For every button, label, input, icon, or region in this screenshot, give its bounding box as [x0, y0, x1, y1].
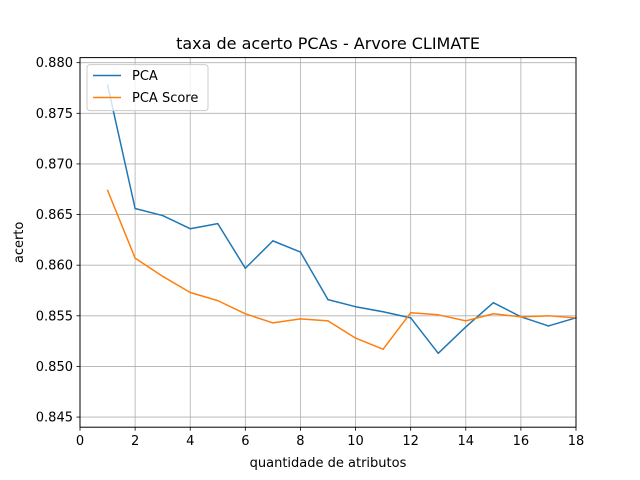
- data-point: [354, 337, 357, 339]
- data-point: [106, 189, 109, 192]
- x-axis-ticks: 0 2 4 6 8 10 12 14 16 18: [76, 427, 584, 449]
- y-tick-label: 0.855: [36, 309, 73, 324]
- x-tick-label: 8: [296, 434, 304, 449]
- data-point: [327, 320, 329, 322]
- data-point: [547, 325, 550, 327]
- data-point: [492, 313, 495, 315]
- x-axis-label: quantidade de atributos: [250, 456, 407, 471]
- plot-frame: [79, 57, 577, 428]
- legend: PCA PCA Score: [86, 64, 209, 112]
- data-point: [244, 267, 247, 269]
- data-point: [520, 316, 522, 318]
- data-point: [272, 240, 274, 242]
- data-point: [382, 311, 384, 313]
- data-point: [244, 313, 247, 315]
- data-point: [189, 227, 191, 230]
- series-line-0: [106, 84, 577, 355]
- data-point: [299, 251, 302, 253]
- x-tick-label: 14: [458, 434, 475, 449]
- x-tick-label: 18: [568, 434, 585, 449]
- x-tick-label: 16: [513, 434, 530, 449]
- data-point: [161, 214, 164, 217]
- data-point: [409, 317, 412, 319]
- x-tick-label: 10: [347, 434, 364, 449]
- data-point: [189, 291, 191, 294]
- y-tick-label: 0.850: [36, 360, 73, 375]
- y-axis-label: acerto: [12, 222, 27, 264]
- data-point: [217, 299, 219, 302]
- x-tick-label: 4: [186, 434, 194, 449]
- data-point: [465, 326, 467, 328]
- data-point: [134, 257, 136, 259]
- legend-label: PCA: [132, 69, 158, 84]
- chart-title: taxa de acerto PCAs - Arvore CLIMATE: [176, 34, 480, 53]
- y-axis-ticks: 0.845 0.850 0.855 0.860 0.865 0.870 0.875 0.880: [36, 56, 80, 426]
- x-tick-label: 2: [131, 434, 139, 449]
- data-point: [299, 318, 302, 320]
- data-point: [161, 275, 164, 278]
- data-point: [492, 301, 495, 304]
- data-point: [409, 312, 412, 314]
- data-point: [272, 322, 274, 324]
- y-tick-label: 0.845: [36, 411, 73, 426]
- x-tick-label: 6: [241, 434, 249, 449]
- data-point: [382, 348, 384, 350]
- y-tick-label: 0.865: [36, 208, 73, 223]
- y-tick-label: 0.880: [36, 56, 73, 71]
- data-point: [134, 207, 136, 210]
- data-point: [327, 298, 329, 301]
- data-point: [465, 320, 467, 322]
- x-tick-label: 0: [76, 434, 84, 449]
- series-layer: [106, 84, 577, 355]
- data-point: [217, 222, 219, 225]
- data-point: [437, 314, 439, 316]
- data-point: [354, 305, 357, 308]
- x-tick-label: 12: [402, 434, 419, 449]
- grid-lines: [79, 57, 577, 428]
- y-tick-label: 0.875: [36, 107, 73, 122]
- data-point: [547, 315, 550, 317]
- y-tick-label: 0.860: [36, 259, 73, 274]
- y-tick-label: 0.870: [36, 157, 73, 172]
- series-line-1: [106, 189, 577, 350]
- data-point: [437, 352, 439, 355]
- legend-label: PCA Score: [132, 91, 198, 106]
